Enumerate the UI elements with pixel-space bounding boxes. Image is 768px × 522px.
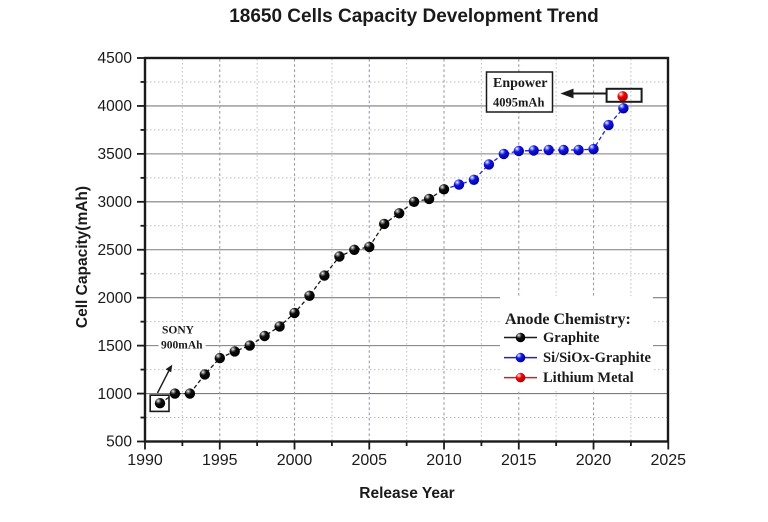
svg-text:2020: 2020 [576,452,612,469]
svg-text:1995: 1995 [202,452,238,469]
svg-text:3500: 3500 [98,146,133,163]
svg-text:2500: 2500 [98,242,133,259]
svg-text:Graphite: Graphite [543,330,600,346]
svg-text:2000: 2000 [277,452,313,469]
svg-text:2025: 2025 [650,452,686,469]
svg-text:500: 500 [106,434,132,451]
svg-text:2005: 2005 [351,452,387,469]
svg-text:900mAh: 900mAh [161,340,203,352]
svg-text:Release Year: Release Year [359,485,454,502]
svg-text:Enpower: Enpower [493,76,547,91]
svg-text:1000: 1000 [98,386,133,403]
svg-text:1990: 1990 [127,452,163,469]
svg-text:4500: 4500 [98,50,133,67]
svg-text:2000: 2000 [98,290,133,307]
svg-text:3000: 3000 [98,194,133,211]
svg-text:2010: 2010 [426,452,462,469]
svg-text:1500: 1500 [98,338,133,355]
svg-text:Cell Capacity(mAh): Cell Capacity(mAh) [74,186,91,328]
svg-text:Anode Chemistry:: Anode Chemistry: [505,311,631,328]
svg-text:SONY: SONY [162,325,195,337]
svg-text:4000: 4000 [98,98,133,115]
svg-text:Lithium Metal: Lithium Metal [543,370,634,386]
svg-text:2015: 2015 [501,452,537,469]
svg-text:18650 Cells Capacity Developme: 18650 Cells Capacity Development Trend [229,6,599,27]
svg-text:4095mAh: 4095mAh [493,96,544,110]
svg-text:Si/SiOx-Graphite: Si/SiOx-Graphite [543,350,652,366]
